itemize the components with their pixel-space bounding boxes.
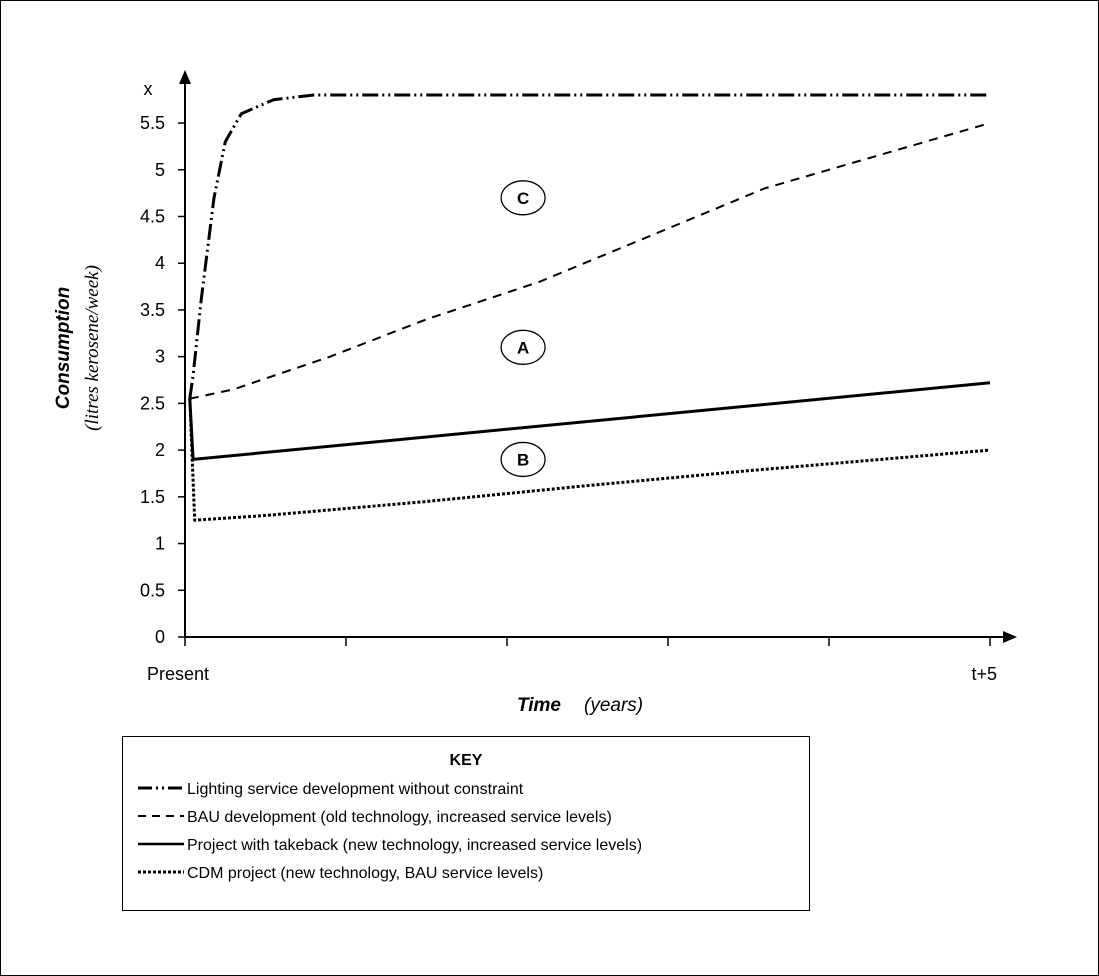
annotation-label: B — [517, 450, 529, 469]
y-axis-sublabel: (litres kerosene/week) — [82, 265, 103, 431]
y-tick-label: 3.5 — [140, 300, 165, 320]
x-axis-arrow — [1003, 631, 1017, 643]
y-tick-label: 4.5 — [140, 206, 165, 226]
y-tick-label: 0 — [155, 627, 165, 647]
y-tick-label: 1.5 — [140, 487, 165, 507]
legend-title: KEY — [449, 752, 483, 769]
y-tick-label: 1 — [155, 534, 165, 554]
legend-swatch-dotted — [138, 870, 184, 874]
annotation-label: A — [517, 338, 529, 357]
y-axis-top-label: x — [144, 79, 153, 99]
x-ticks: Present t+5 — [147, 637, 997, 684]
y-tick-label: 3 — [155, 347, 165, 367]
legend-swatch-dashed — [138, 815, 184, 817]
y-axis-arrow — [179, 70, 191, 84]
legend-swatch-solid — [138, 842, 184, 846]
series-line-dash-dot-dot — [188, 93, 990, 399]
annotation-circle — [500, 441, 546, 478]
legend-label: Project with takeback (new technology, i… — [187, 837, 643, 854]
y-ticks: 0 0.5 1 1.5 2 2.5 3 3.5 4 4.5 5 5.5 — [140, 113, 185, 647]
legend-label: BAU development (old technology, increas… — [187, 809, 612, 826]
series-layer — [188, 93, 991, 522]
series-line-solid — [188, 381, 991, 461]
x-tick-label: t+5 — [971, 664, 997, 684]
y-tick-label: 2.5 — [140, 393, 165, 413]
y-tick-label: 5.5 — [140, 113, 165, 133]
y-axis-label: Consumption — [53, 287, 74, 409]
annotations: C A B — [500, 180, 546, 478]
y-tick-label: 0.5 — [140, 580, 165, 600]
x-axis-title: Time (years) — [517, 695, 643, 716]
annotation-circle — [500, 180, 546, 216]
y-tick-label: 5 — [155, 160, 165, 180]
legend: KEY Lighting service development without… — [122, 736, 810, 911]
x-axis-label: Time — [517, 695, 561, 716]
legend-swatch-dash-dot-dot — [138, 786, 184, 790]
annotation-label: C — [517, 189, 529, 208]
annotation-circle — [500, 329, 546, 365]
y-tick-label: 4 — [155, 253, 165, 273]
y-axis-title: Consumption (litres kerosene/week) — [53, 265, 103, 431]
legend-label: Lighting service development without con… — [187, 781, 524, 798]
y-tick-label: 2 — [155, 440, 165, 460]
x-axis-sublabel: (years) — [584, 695, 643, 716]
series-line-dashed — [189, 122, 991, 400]
axes — [179, 70, 1017, 643]
x-tick-label: Present — [147, 664, 209, 684]
legend-label: CDM project (new technology, BAU service… — [187, 865, 544, 882]
series-line-dotted — [188, 398, 991, 522]
